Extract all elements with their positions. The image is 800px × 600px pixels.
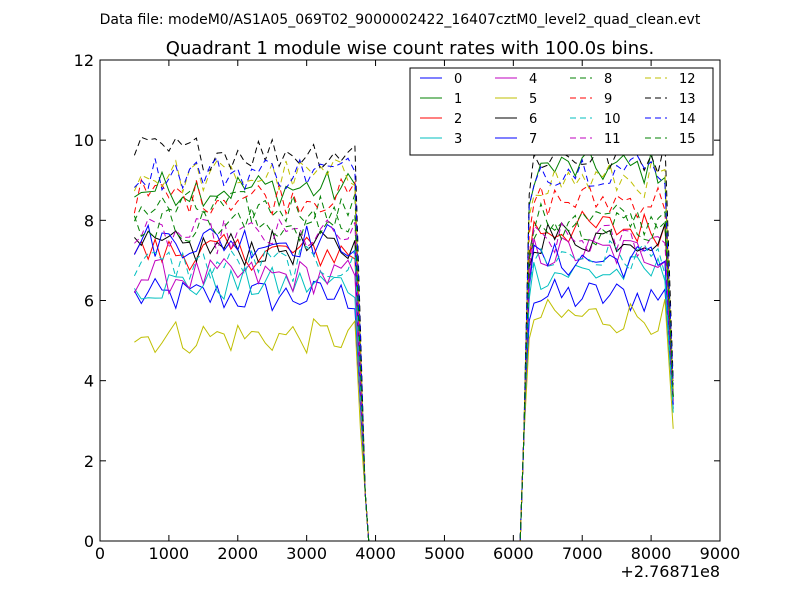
series-line-3 [133,256,674,542]
x-tick-label: 0 [95,544,105,563]
data-file-label: Data file: modeM0/AS1A05_069T02_90000024… [100,12,701,28]
legend-label-12: 12 [679,72,696,87]
legend-label-1: 1 [454,92,462,107]
series-line-12 [133,158,674,542]
legend-label-6: 6 [529,112,537,127]
series-line-9 [133,177,674,542]
legend-label-10: 10 [604,112,621,127]
x-tick-label: 5000 [424,544,465,563]
y-tick-label: 0 [84,532,94,551]
series-line-8 [133,190,674,542]
chart-title: Quadrant 1 module wise count rates with … [166,38,655,59]
legend-label-4: 4 [529,72,537,87]
series-line-5 [134,298,674,542]
legend-label-7: 7 [529,132,537,147]
series-line-1 [134,149,674,542]
series-line-11 [134,218,674,542]
legend-label-13: 13 [679,92,696,107]
legend-box [409,67,714,156]
legend-label-11: 11 [604,132,621,147]
x-tick-label: 7000 [562,544,603,563]
legend-label-5: 5 [529,92,537,107]
x-tick-label: 8000 [631,544,672,563]
legend-label-8: 8 [604,72,612,87]
legend-label-2: 2 [454,112,462,127]
x-tick-label: 1000 [149,544,190,563]
legend-label-0: 0 [454,72,462,87]
plot-area [133,136,674,542]
y-tick-label: 2 [84,452,94,471]
y-tick-label: 4 [84,372,94,391]
axes-ticks: 0 1000 2000 3000 4000 5000 6000 7000 8000 9000 0 2 4… [74,51,741,563]
x-tick-label: 2000 [217,544,258,563]
x-tick-label: 3000 [286,544,327,563]
series-line-0 [133,277,674,542]
y-tick-label: 12 [74,51,94,70]
x-tick-label: 9000 [700,544,741,563]
y-tick-label: 10 [74,131,94,150]
y-tick-label: 6 [84,292,94,311]
series-line-2 [133,210,674,542]
series-line-6 [134,222,674,542]
legend-label-14: 14 [679,112,696,127]
series-line-15 [133,205,674,542]
series-line-7 [133,223,674,542]
series-line-10 [133,239,674,542]
series-line-4 [133,236,674,542]
series-line-13 [133,136,674,542]
legend-label-15: 15 [679,132,696,147]
x-tick-label: 6000 [493,544,534,563]
x-tick-label: 4000 [355,544,396,563]
y-tick-label: 8 [84,211,94,230]
legend-label-9: 9 [604,92,612,107]
x-offset-label: +2.76871e8 [620,562,720,581]
series-line-14 [134,154,674,542]
legend-label-3: 3 [454,132,462,147]
